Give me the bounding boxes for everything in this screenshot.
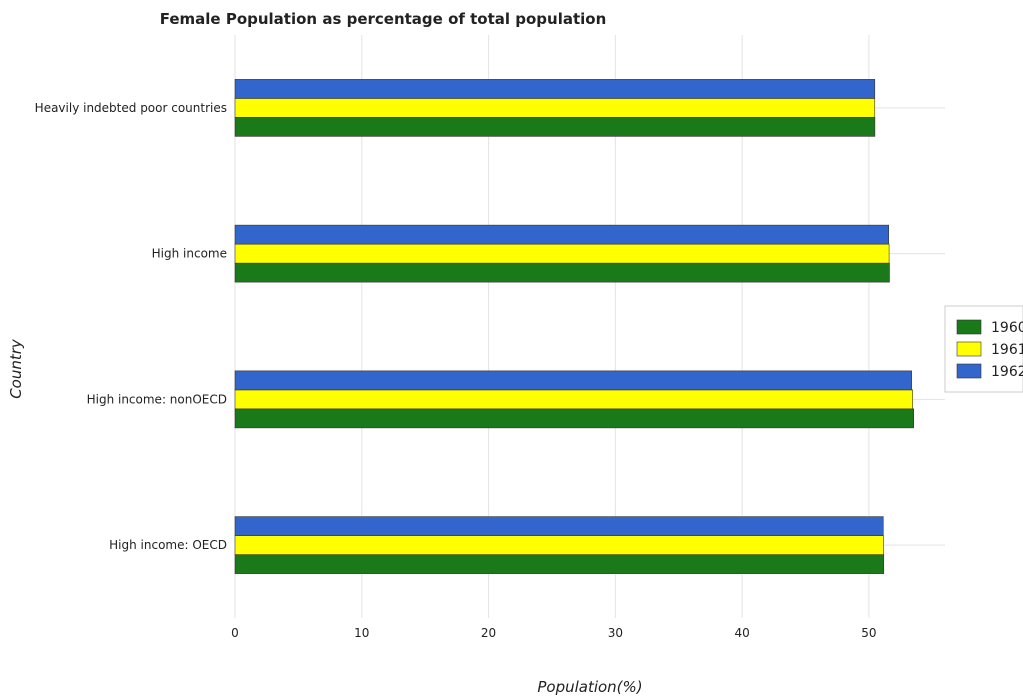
- plot-area: 0 10 20 30 40 50 Heavily indebted poor countri…: [35, 35, 945, 640]
- bar-1962-2: [234, 370, 912, 391]
- x-tick-label: 0: [231, 626, 239, 640]
- bar-1961-1: [234, 243, 890, 264]
- legend-swatch-1961: [956, 341, 982, 357]
- y-tick-label: High income: OECD: [109, 538, 227, 552]
- y-tick-label: High income: nonOECD: [87, 392, 227, 406]
- legend-swatch-1960: [956, 319, 982, 335]
- chart-title: Female Population as percentage of total…: [160, 10, 607, 28]
- x-tick-label: 20: [481, 626, 496, 640]
- legend: 1960 1961 1962: [944, 305, 1023, 393]
- bar-1962-3: [234, 516, 884, 536]
- bar-1962-0: [234, 79, 876, 99]
- bar-1960-2: [234, 408, 914, 429]
- legend-label-1960: 1960: [991, 320, 1023, 336]
- y-axis-label: Country: [7, 338, 25, 399]
- legend-swatch-1962: [956, 363, 982, 379]
- x-tick-label: 50: [861, 626, 876, 640]
- y-tick-label: Heavily indebted poor countries: [35, 101, 227, 115]
- bar-1961-3: [234, 535, 884, 555]
- legend-label-1962: 1962: [991, 364, 1023, 380]
- x-tick-label: 30: [608, 626, 623, 640]
- legend-label-1961: 1961: [991, 342, 1023, 358]
- x-tick-label: 10: [354, 626, 369, 640]
- x-axis-label: Population(%): [537, 678, 642, 696]
- bar-1961-0: [234, 98, 876, 118]
- x-tick-label: 40: [735, 626, 750, 640]
- bar-1960-3: [234, 554, 885, 574]
- bar-1960-0: [234, 117, 876, 137]
- bar-1962-1: [234, 224, 890, 245]
- y-tick-label: High income: [152, 247, 227, 261]
- bar-1960-1: [234, 262, 890, 283]
- bar-1961-2: [234, 389, 913, 410]
